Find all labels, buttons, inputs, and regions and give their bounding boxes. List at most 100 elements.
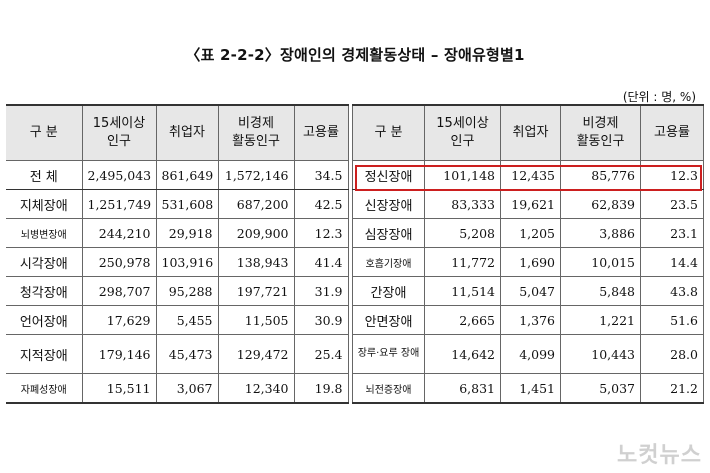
row-label: 청각장애 — [6, 276, 83, 306]
cell-pop15: 2,665 — [424, 305, 501, 335]
cell-employed: 29,918 — [155, 218, 219, 248]
cell-employed: 1,451 — [500, 373, 561, 404]
cell-pop15: 179,146 — [81, 334, 157, 374]
cell-rate: 21.2 — [640, 373, 704, 404]
cell-inactive: 1,572,146 — [217, 160, 295, 190]
watermark-logo: 노컷뉴스 — [617, 443, 702, 468]
header-inactive-line2: 활동인구 — [232, 134, 280, 149]
row-label: 지적장애 — [6, 334, 83, 374]
cell-rate: 23.1 — [640, 218, 704, 248]
table-row: 청각장애 298,707 95,288 197,721 31.9 — [6, 276, 349, 306]
header-pop15-line1: 15세이상 — [92, 116, 146, 131]
header-category: 구 분 — [6, 104, 83, 161]
table-row: 정신장애 101,148 12,435 85,776 12.3 — [352, 160, 704, 190]
cell-pop15: 298,707 — [81, 276, 157, 306]
cell-employed: 12,435 — [500, 160, 561, 190]
cell-employed: 531,608 — [155, 189, 219, 219]
cell-inactive: 10,015 — [560, 247, 641, 277]
cell-inactive: 138,943 — [217, 247, 295, 277]
cell-rate: 12.3 — [640, 160, 704, 190]
cell-pop15: 6,831 — [424, 373, 501, 404]
cell-rate: 30.9 — [293, 305, 349, 335]
cell-employed: 861,649 — [155, 160, 219, 190]
cell-employed: 4,099 — [500, 334, 561, 374]
cell-inactive: 129,472 — [217, 334, 295, 374]
cell-inactive: 1,221 — [560, 305, 641, 335]
cell-pop15: 1,251,749 — [81, 189, 157, 219]
header-rate: 고용률 — [293, 104, 349, 161]
cell-inactive: 62,839 — [560, 189, 641, 219]
row-label: 장루·요루 장애 — [352, 334, 425, 374]
header-inactive-line2: 활동인구 — [576, 134, 625, 149]
cell-employed: 95,288 — [155, 276, 219, 306]
cell-inactive: 5,848 — [560, 276, 641, 306]
cell-rate: 28.0 — [640, 334, 704, 374]
cell-pop15: 14,642 — [424, 334, 501, 374]
cell-pop15: 11,772 — [424, 247, 501, 277]
cell-pop15: 244,210 — [81, 218, 157, 248]
header-inactive-line1: 비경제 — [238, 116, 274, 131]
row-label: 언어장애 — [6, 305, 83, 335]
cell-inactive: 197,721 — [217, 276, 295, 306]
header-category: 구 분 — [352, 104, 425, 161]
table-row: 뇌전증장애 6,831 1,451 5,037 21.2 — [352, 373, 704, 404]
cell-inactive: 11,505 — [217, 305, 295, 335]
row-label: 신장장애 — [352, 189, 425, 219]
row-label: 정신장애 — [352, 160, 425, 190]
header-pop15: 15세이상 인구 — [424, 104, 501, 161]
table-row: 장루·요루 장애 14,642 4,099 10,443 28.0 — [352, 334, 704, 374]
cell-rate: 34.5 — [293, 160, 349, 190]
cell-rate: 23.5 — [640, 189, 704, 219]
cell-employed: 1,205 — [500, 218, 561, 248]
unit-note: (단위 : 명, %) — [622, 90, 696, 104]
table-row: 전 체 2,495,043 861,649 1,572,146 34.5 — [6, 160, 349, 190]
cell-rate: 51.6 — [640, 305, 704, 335]
row-label: 뇌전증장애 — [352, 373, 425, 404]
table-row: 자폐성장애 15,511 3,067 12,340 19.8 — [6, 373, 349, 404]
row-label: 뇌병변장애 — [6, 218, 83, 248]
cell-employed: 3,067 — [155, 373, 219, 404]
header-pop15-line2: 인구 — [450, 134, 475, 149]
cell-rate: 12.3 — [293, 218, 349, 248]
cell-rate: 25.4 — [293, 334, 349, 374]
header-inactive-line1: 비경제 — [582, 116, 619, 131]
cell-rate: 42.5 — [293, 189, 349, 219]
cell-pop15: 2,495,043 — [81, 160, 157, 190]
cell-employed: 103,916 — [155, 247, 219, 277]
row-label: 호흡기장애 — [352, 247, 425, 277]
cell-inactive: 209,900 — [217, 218, 295, 248]
cell-pop15: 15,511 — [81, 373, 157, 404]
cell-employed: 5,455 — [155, 305, 219, 335]
table-row: 시각장애 250,978 103,916 138,943 41.4 — [6, 247, 349, 277]
header-pop15: 15세이상 인구 — [81, 104, 157, 161]
header-rate: 고용률 — [640, 104, 704, 161]
table-row: 간장애 11,514 5,047 5,848 43.8 — [352, 276, 704, 306]
cell-pop15: 83,333 — [424, 189, 501, 219]
cell-employed: 1,690 — [500, 247, 561, 277]
table-row: 안면장애 2,665 1,376 1,221 51.6 — [352, 305, 704, 335]
cell-employed: 5,047 — [500, 276, 561, 306]
row-label: 전 체 — [6, 160, 83, 190]
cell-inactive: 5,037 — [560, 373, 641, 404]
header-employed: 취업자 — [500, 104, 561, 161]
cell-pop15: 17,629 — [81, 305, 157, 335]
table-row: 호흡기장애 11,772 1,690 10,015 14.4 — [352, 247, 704, 277]
cell-rate: 31.9 — [293, 276, 349, 306]
table-row: 뇌병변장애 244,210 29,918 209,900 12.3 — [6, 218, 349, 248]
cell-pop15: 250,978 — [81, 247, 157, 277]
cell-employed: 1,376 — [500, 305, 561, 335]
row-label: 심장장애 — [352, 218, 425, 248]
cell-pop15: 11,514 — [424, 276, 501, 306]
row-label: 시각장애 — [6, 247, 83, 277]
row-label: 자폐성장애 — [6, 373, 83, 404]
row-label: 안면장애 — [352, 305, 425, 335]
cell-inactive: 85,776 — [560, 160, 641, 190]
header-employed: 취업자 — [155, 104, 219, 161]
cell-inactive: 3,886 — [560, 218, 641, 248]
cell-rate: 41.4 — [293, 247, 349, 277]
cell-rate: 14.4 — [640, 247, 704, 277]
